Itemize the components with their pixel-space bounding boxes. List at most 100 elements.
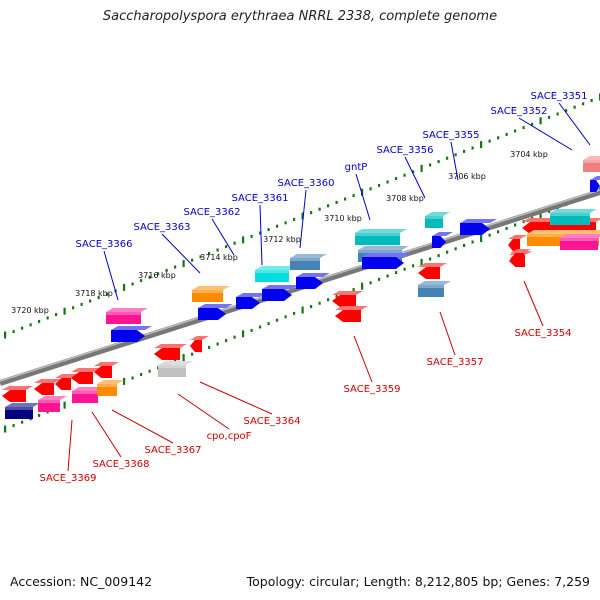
gene-block[interactable] [190, 336, 209, 352]
reverse-track-tick [454, 247, 457, 251]
gene-block[interactable] [198, 304, 233, 320]
gene-block[interactable] [425, 212, 450, 228]
reverse-gene-label[interactable]: SACE_3364 [244, 416, 301, 427]
forward-track-tick [72, 306, 75, 310]
forward-track-tick [89, 299, 92, 303]
gene-block[interactable] [158, 361, 193, 377]
gene-highlight [38, 400, 60, 403]
gene-highlight [255, 270, 289, 273]
gene-block[interactable] [418, 281, 451, 297]
gene-top-face [190, 336, 209, 340]
forward-track-tick [216, 248, 219, 252]
forward-gene-label[interactable]: SACE_3366 [76, 239, 133, 250]
reverse-label-connector [439, 311, 456, 356]
gene-top-face [158, 361, 193, 365]
forward-track-tick [471, 146, 474, 150]
gene-block[interactable] [550, 209, 597, 225]
reverse-gene-label[interactable]: SACE_3354 [515, 328, 572, 339]
gene-block[interactable] [362, 253, 411, 269]
reverse-track-tick [446, 250, 449, 254]
forward-gene-label[interactable]: SACE_3360 [278, 178, 335, 189]
gene-block[interactable] [335, 306, 368, 322]
gene-top-face [590, 176, 600, 180]
forward-gene-label[interactable]: SACE_3355 [423, 130, 480, 141]
gene-block[interactable] [94, 362, 119, 378]
forward-track-tick [191, 258, 194, 262]
reverse-track-tick [386, 274, 389, 278]
gene-block[interactable] [192, 286, 230, 302]
forward-gene-label[interactable]: SACE_3362 [184, 207, 241, 218]
map-title: Saccharopolyspora erythraea NRRL 2338, c… [102, 9, 498, 24]
reverse-gene-label[interactable]: SACE_3369 [40, 473, 97, 484]
reverse-gene-label[interactable]: SACE_3367 [145, 445, 202, 456]
gene-top-face [508, 235, 527, 239]
gene-block[interactable] [38, 396, 67, 412]
reverse-track-tick [191, 352, 194, 356]
gene-block[interactable] [460, 219, 497, 235]
reverse-track-tick [276, 318, 279, 322]
forward-track-tick [148, 275, 151, 279]
gene-block[interactable] [508, 235, 527, 251]
gene-block[interactable] [154, 344, 187, 360]
gene-body [418, 267, 440, 279]
gene-block[interactable] [97, 380, 124, 396]
gene-block[interactable] [5, 403, 40, 419]
gene-body [34, 383, 54, 395]
gene-highlight [418, 285, 444, 288]
forward-label-connector [518, 117, 573, 151]
forward-gene-label[interactable]: SACE_3356 [377, 145, 434, 156]
forward-gene-label[interactable]: gntP [345, 162, 368, 173]
reverse-gene-label[interactable]: cpo,cpoF [207, 431, 252, 442]
gene-block[interactable] [583, 156, 600, 172]
gene-block[interactable] [590, 176, 600, 192]
reverse-gene-label[interactable]: SACE_3359 [344, 384, 401, 395]
gene-top-face [34, 379, 61, 383]
forward-label-connector [404, 156, 426, 199]
reverse-gene-label[interactable]: SACE_3357 [427, 357, 484, 368]
reverse-gene-label[interactable]: SACE_3368 [93, 459, 150, 470]
gene-block[interactable] [510, 249, 531, 265]
gene-block[interactable] [418, 263, 447, 279]
gene-block[interactable] [2, 386, 33, 402]
forward-gene-label[interactable]: SACE_3351 [531, 91, 588, 102]
gene-body [590, 180, 600, 192]
gene-block[interactable] [71, 368, 100, 384]
forward-track-tick [55, 313, 58, 317]
forward-track-tick [97, 296, 100, 300]
gene-block[interactable] [560, 234, 600, 250]
reverse-track-tick [140, 373, 143, 377]
gene-block[interactable] [355, 229, 407, 245]
gene-top-face [55, 374, 78, 378]
forward-gene-label[interactable]: SACE_3363 [134, 222, 191, 233]
forward-track-tick [106, 292, 109, 296]
forward-strand-track [4, 93, 600, 339]
gene-block[interactable] [236, 293, 267, 309]
reverse-track-tick [259, 325, 262, 329]
gene-top-face [154, 344, 187, 348]
gene-block[interactable] [255, 266, 296, 282]
forward-track-tick [38, 319, 41, 323]
forward-gene-label[interactable]: SACE_3361 [232, 193, 289, 204]
position-labels: 3720 kbp 3718 kbp 3716 kbp 3714 kbp 3712 kbp… [11, 150, 548, 315]
gene-highlight [192, 290, 223, 293]
gene-block[interactable] [296, 273, 330, 289]
reverse-track-tick [505, 226, 508, 230]
gene-block[interactable] [262, 285, 299, 301]
gene-top-face [425, 212, 450, 216]
gene-top-face [255, 266, 296, 270]
forward-gene-label[interactable]: SACE_3352 [491, 106, 548, 117]
gene-block[interactable] [332, 291, 363, 307]
gene-block[interactable] [72, 387, 105, 403]
forward-track-tick [463, 149, 466, 153]
gene-block[interactable] [290, 254, 327, 270]
forward-track-tick [293, 217, 296, 221]
gene-block[interactable] [432, 232, 453, 248]
forward-track-tick [454, 153, 457, 157]
gene-block[interactable] [106, 308, 148, 324]
gene-block[interactable] [111, 326, 152, 342]
gene-top-face [2, 386, 33, 390]
gene-block[interactable] [55, 374, 78, 390]
gene-body [332, 295, 356, 307]
forward-track-tick [488, 139, 491, 143]
gene-block[interactable] [34, 379, 61, 395]
